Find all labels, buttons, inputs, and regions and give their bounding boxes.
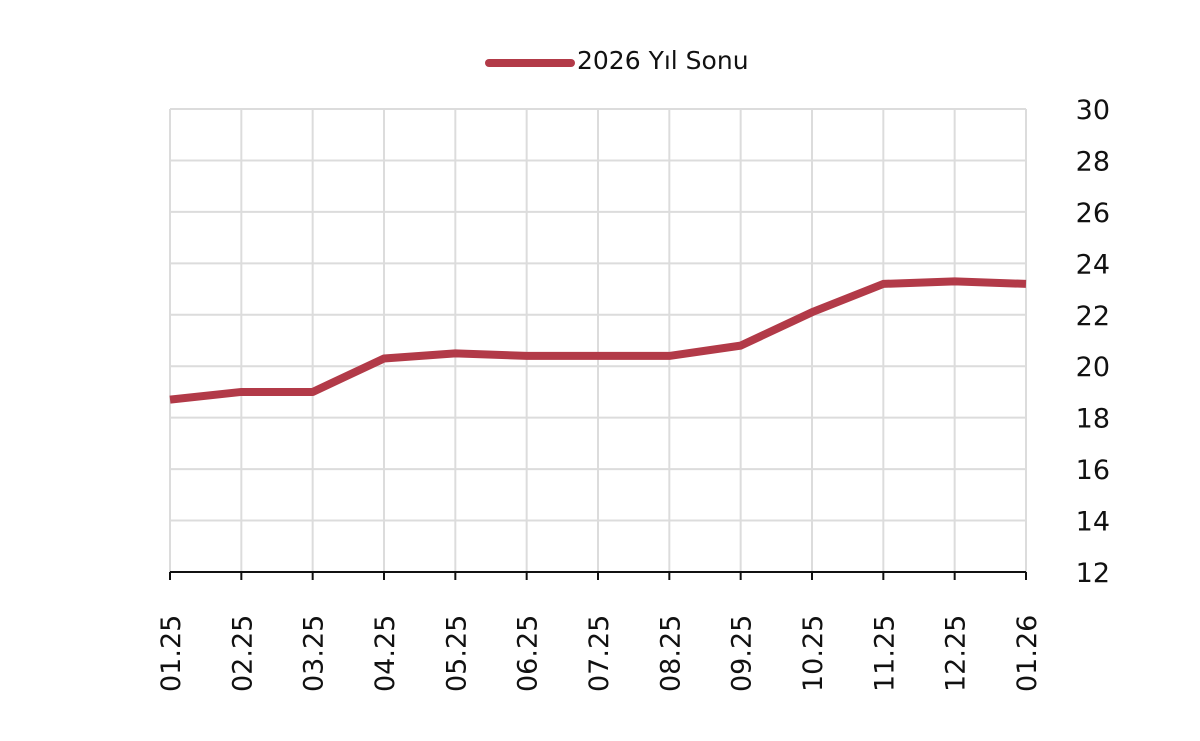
x-tick-label: 09.25 <box>727 615 758 692</box>
x-tick-label: 08.25 <box>655 615 686 692</box>
y-tick-label: 26 <box>1076 198 1110 229</box>
x-tick-label: 07.25 <box>584 615 615 692</box>
x-tick-label: 01.26 <box>1012 615 1043 692</box>
x-tick-label: 04.25 <box>370 615 401 692</box>
y-tick-label: 12 <box>1076 558 1110 589</box>
y-tick-label: 22 <box>1076 301 1110 332</box>
x-tick-label: 11.25 <box>869 615 900 692</box>
y-tick-label: 18 <box>1076 404 1110 435</box>
legend: 2026 Yıl Sonu <box>489 46 749 75</box>
y-tick-label: 28 <box>1076 146 1110 177</box>
y-tick-label: 30 <box>1076 95 1110 126</box>
x-tick-label: 03.25 <box>299 615 330 692</box>
y-tick-label: 20 <box>1076 352 1110 383</box>
x-tick-label: 12.25 <box>941 615 972 692</box>
x-tick-label: 02.25 <box>227 615 258 692</box>
y-tick-label: 16 <box>1076 455 1110 486</box>
y-tick-label: 14 <box>1076 507 1110 538</box>
x-tick-label: 05.25 <box>441 615 472 692</box>
grid <box>170 109 1026 572</box>
x-tick-label: 10.25 <box>798 615 829 692</box>
x-tick-label: 06.25 <box>513 615 544 692</box>
y-tick-label: 24 <box>1076 249 1110 280</box>
legend-label: 2026 Yıl Sonu <box>577 46 749 75</box>
x-tick-label: 01.25 <box>156 615 187 692</box>
